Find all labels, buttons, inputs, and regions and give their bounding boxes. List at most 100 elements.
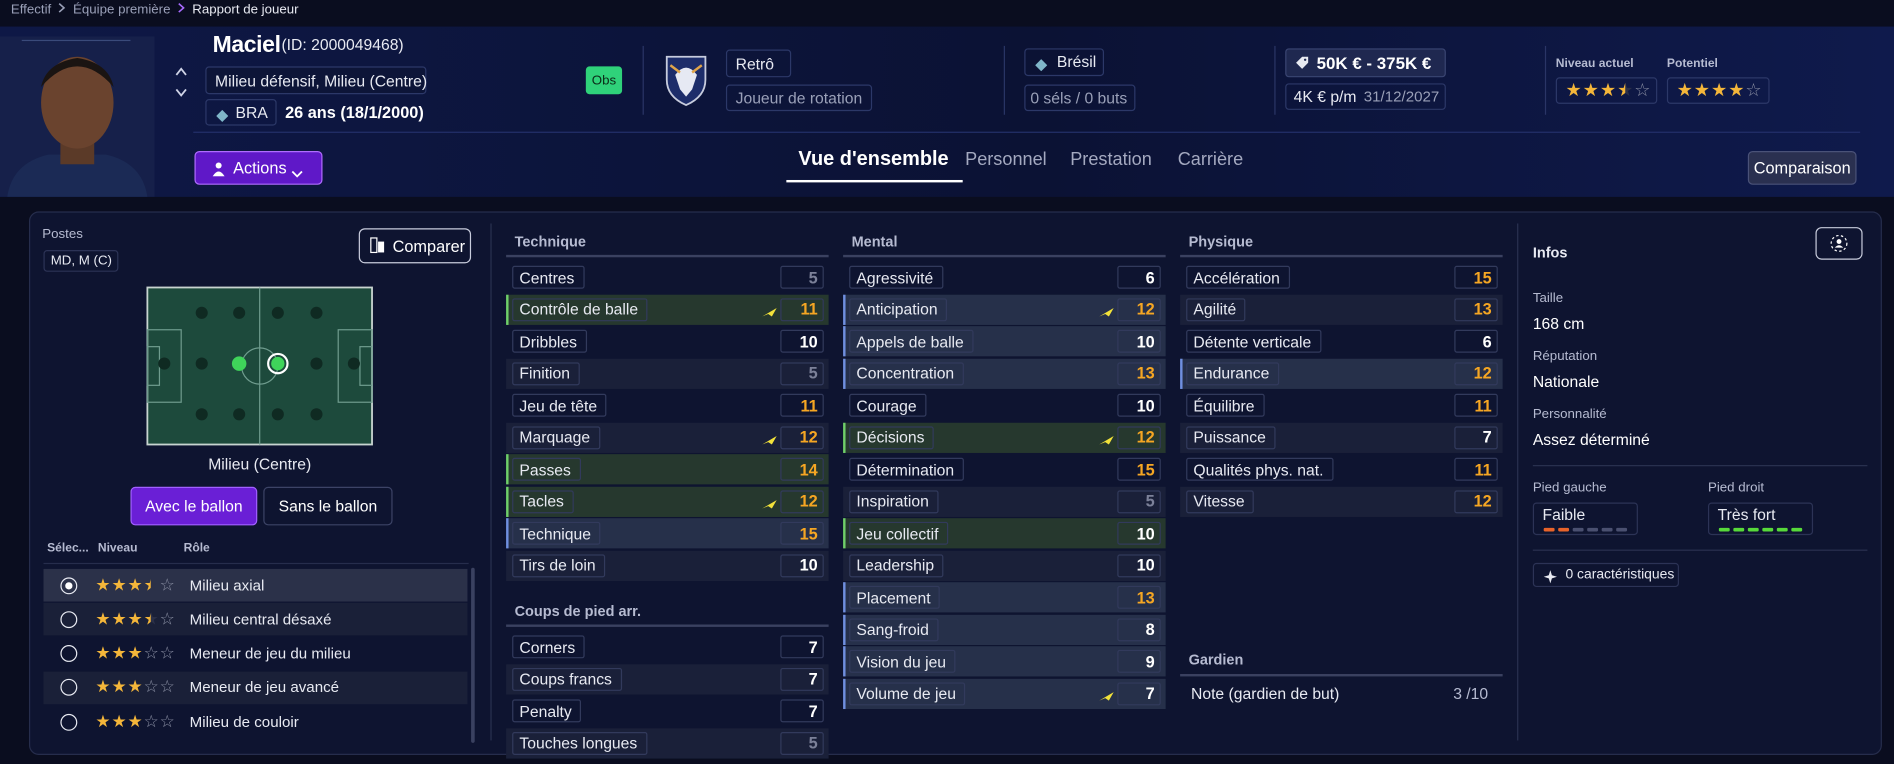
attribute-name: Appels de balle: [856, 332, 964, 351]
foot-bar: [1543, 527, 1555, 532]
chevron-icon: [178, 3, 185, 13]
badge-text: Obs: [591, 73, 617, 88]
squad-status: Joueur de rotation: [735, 88, 863, 107]
traits-label: 0 caractéristiques: [1565, 567, 1675, 583]
radio[interactable]: [60, 679, 78, 697]
foot-box: [1532, 502, 1638, 536]
club-crest-icon: [665, 55, 707, 107]
attribute-name: Décisions: [856, 428, 925, 447]
flag-icon: [1035, 59, 1048, 72]
attribute-name: Vitesse: [1193, 492, 1245, 511]
info-value: Assez déterminé: [1532, 430, 1650, 449]
pitch-icon: [146, 286, 373, 446]
attribute-stripe: [843, 486, 1166, 517]
group-title: Physique: [1188, 233, 1254, 251]
attribute-value: 15: [799, 524, 818, 543]
attribute-name: Volume de jeu: [856, 684, 956, 703]
traits-box[interactable]: [1532, 562, 1679, 588]
tab[interactable]: Vue d'ensemble: [798, 147, 949, 170]
star: ★: [143, 575, 159, 595]
star: ★: [1676, 79, 1693, 101]
prev-player[interactable]: [174, 62, 188, 76]
attribute-name-box: [1186, 489, 1254, 513]
breadcrumb-item[interactable]: Effectif: [10, 2, 52, 17]
star: ☆: [1745, 79, 1762, 101]
compare-button[interactable]: [358, 228, 472, 264]
wage: 4K € p/m: [1293, 87, 1357, 106]
divider: [21, 39, 131, 42]
attribute-name-box: [849, 425, 934, 449]
attribute-value-box: [780, 731, 824, 755]
next-player[interactable]: [174, 83, 188, 97]
chevron: [59, 2, 66, 16]
tab[interactable]: Personnel: [965, 149, 1047, 170]
star: ★: [111, 678, 127, 698]
attribute-highlight: [843, 326, 1166, 357]
attribute-value-box: [780, 393, 824, 417]
breadcrumb-item[interactable]: Rapport de joueur: [192, 2, 299, 17]
attribute-value-box: [1117, 489, 1161, 513]
tab[interactable]: Prestation: [1070, 149, 1152, 170]
trend-arrow-icon: [1099, 436, 1114, 445]
attribute-name: Tirs de loin: [519, 556, 596, 575]
foot-label: Pied droit: [1707, 480, 1765, 496]
star: ★: [111, 575, 127, 595]
star: ★: [127, 609, 143, 630]
role-row-bg: [43, 603, 468, 636]
caps-box: [1024, 84, 1136, 112]
infos-button[interactable]: [1815, 227, 1863, 260]
comparison-button[interactable]: [1747, 150, 1857, 185]
radio[interactable]: [60, 610, 78, 628]
positions-label: Postes: [42, 227, 83, 242]
attribute-value: 5: [808, 733, 818, 752]
player-positions: Milieu défensif, Milieu (Centre): [215, 71, 428, 90]
breadcrumb-item[interactable]: Équipe première: [73, 2, 171, 17]
attribute-highlight: [1180, 358, 1503, 389]
attribute-value-box: [1117, 649, 1161, 673]
attribute-stripe: [1180, 294, 1503, 325]
chevron: [178, 2, 185, 16]
next-player-icon: [175, 88, 187, 97]
star: ★: [95, 678, 111, 698]
attribute-value-box: [780, 265, 824, 289]
attribute-value-box: [780, 521, 824, 545]
attribute-name: Accélération: [1193, 268, 1280, 287]
infos-icon-icon: [1830, 234, 1848, 252]
tab[interactable]: Carrière: [1177, 149, 1244, 170]
divider: [43, 562, 469, 565]
toggle-button[interactable]: [130, 486, 258, 526]
attribute-name: Corners: [519, 637, 576, 656]
star: ★: [111, 643, 127, 664]
toggle-button[interactable]: [263, 486, 393, 526]
attribute-name: Inspiration: [856, 492, 929, 511]
nation-code-box: [205, 99, 277, 126]
attribute-name: Détermination: [856, 460, 955, 479]
radio[interactable]: [60, 576, 78, 594]
column-header: Sélec...: [47, 541, 89, 556]
foot-bar: [1718, 527, 1730, 532]
trend-arrow: [1098, 431, 1115, 445]
divider: [642, 45, 644, 115]
radio-dot: [65, 581, 73, 589]
attribute-name-box: [512, 521, 601, 545]
radio[interactable]: [60, 645, 78, 663]
attribute-name: Touches longues: [519, 733, 638, 752]
attribute-name: Technique: [519, 524, 592, 543]
potential-label: Potentiel: [1666, 57, 1718, 71]
attribute-name: Contrôle de balle: [519, 300, 639, 319]
trend-arrow: [761, 303, 778, 317]
attribute-value-box: [1117, 361, 1161, 385]
foot-bar: [1747, 527, 1759, 532]
radio[interactable]: [60, 713, 78, 731]
attribute-name-box: [849, 489, 939, 513]
attribute-name: Détente verticale: [1193, 332, 1312, 351]
actions-button[interactable]: [194, 150, 323, 185]
attribute-name-box: [512, 457, 581, 481]
star: ★: [1728, 79, 1745, 101]
star: ☆: [143, 712, 159, 732]
divider: [1003, 45, 1005, 115]
attribute-value: 7: [1482, 428, 1492, 447]
player-photo: [0, 36, 155, 197]
attribute-name: Agressivité: [856, 268, 934, 287]
attribute-name-box: [849, 297, 947, 321]
